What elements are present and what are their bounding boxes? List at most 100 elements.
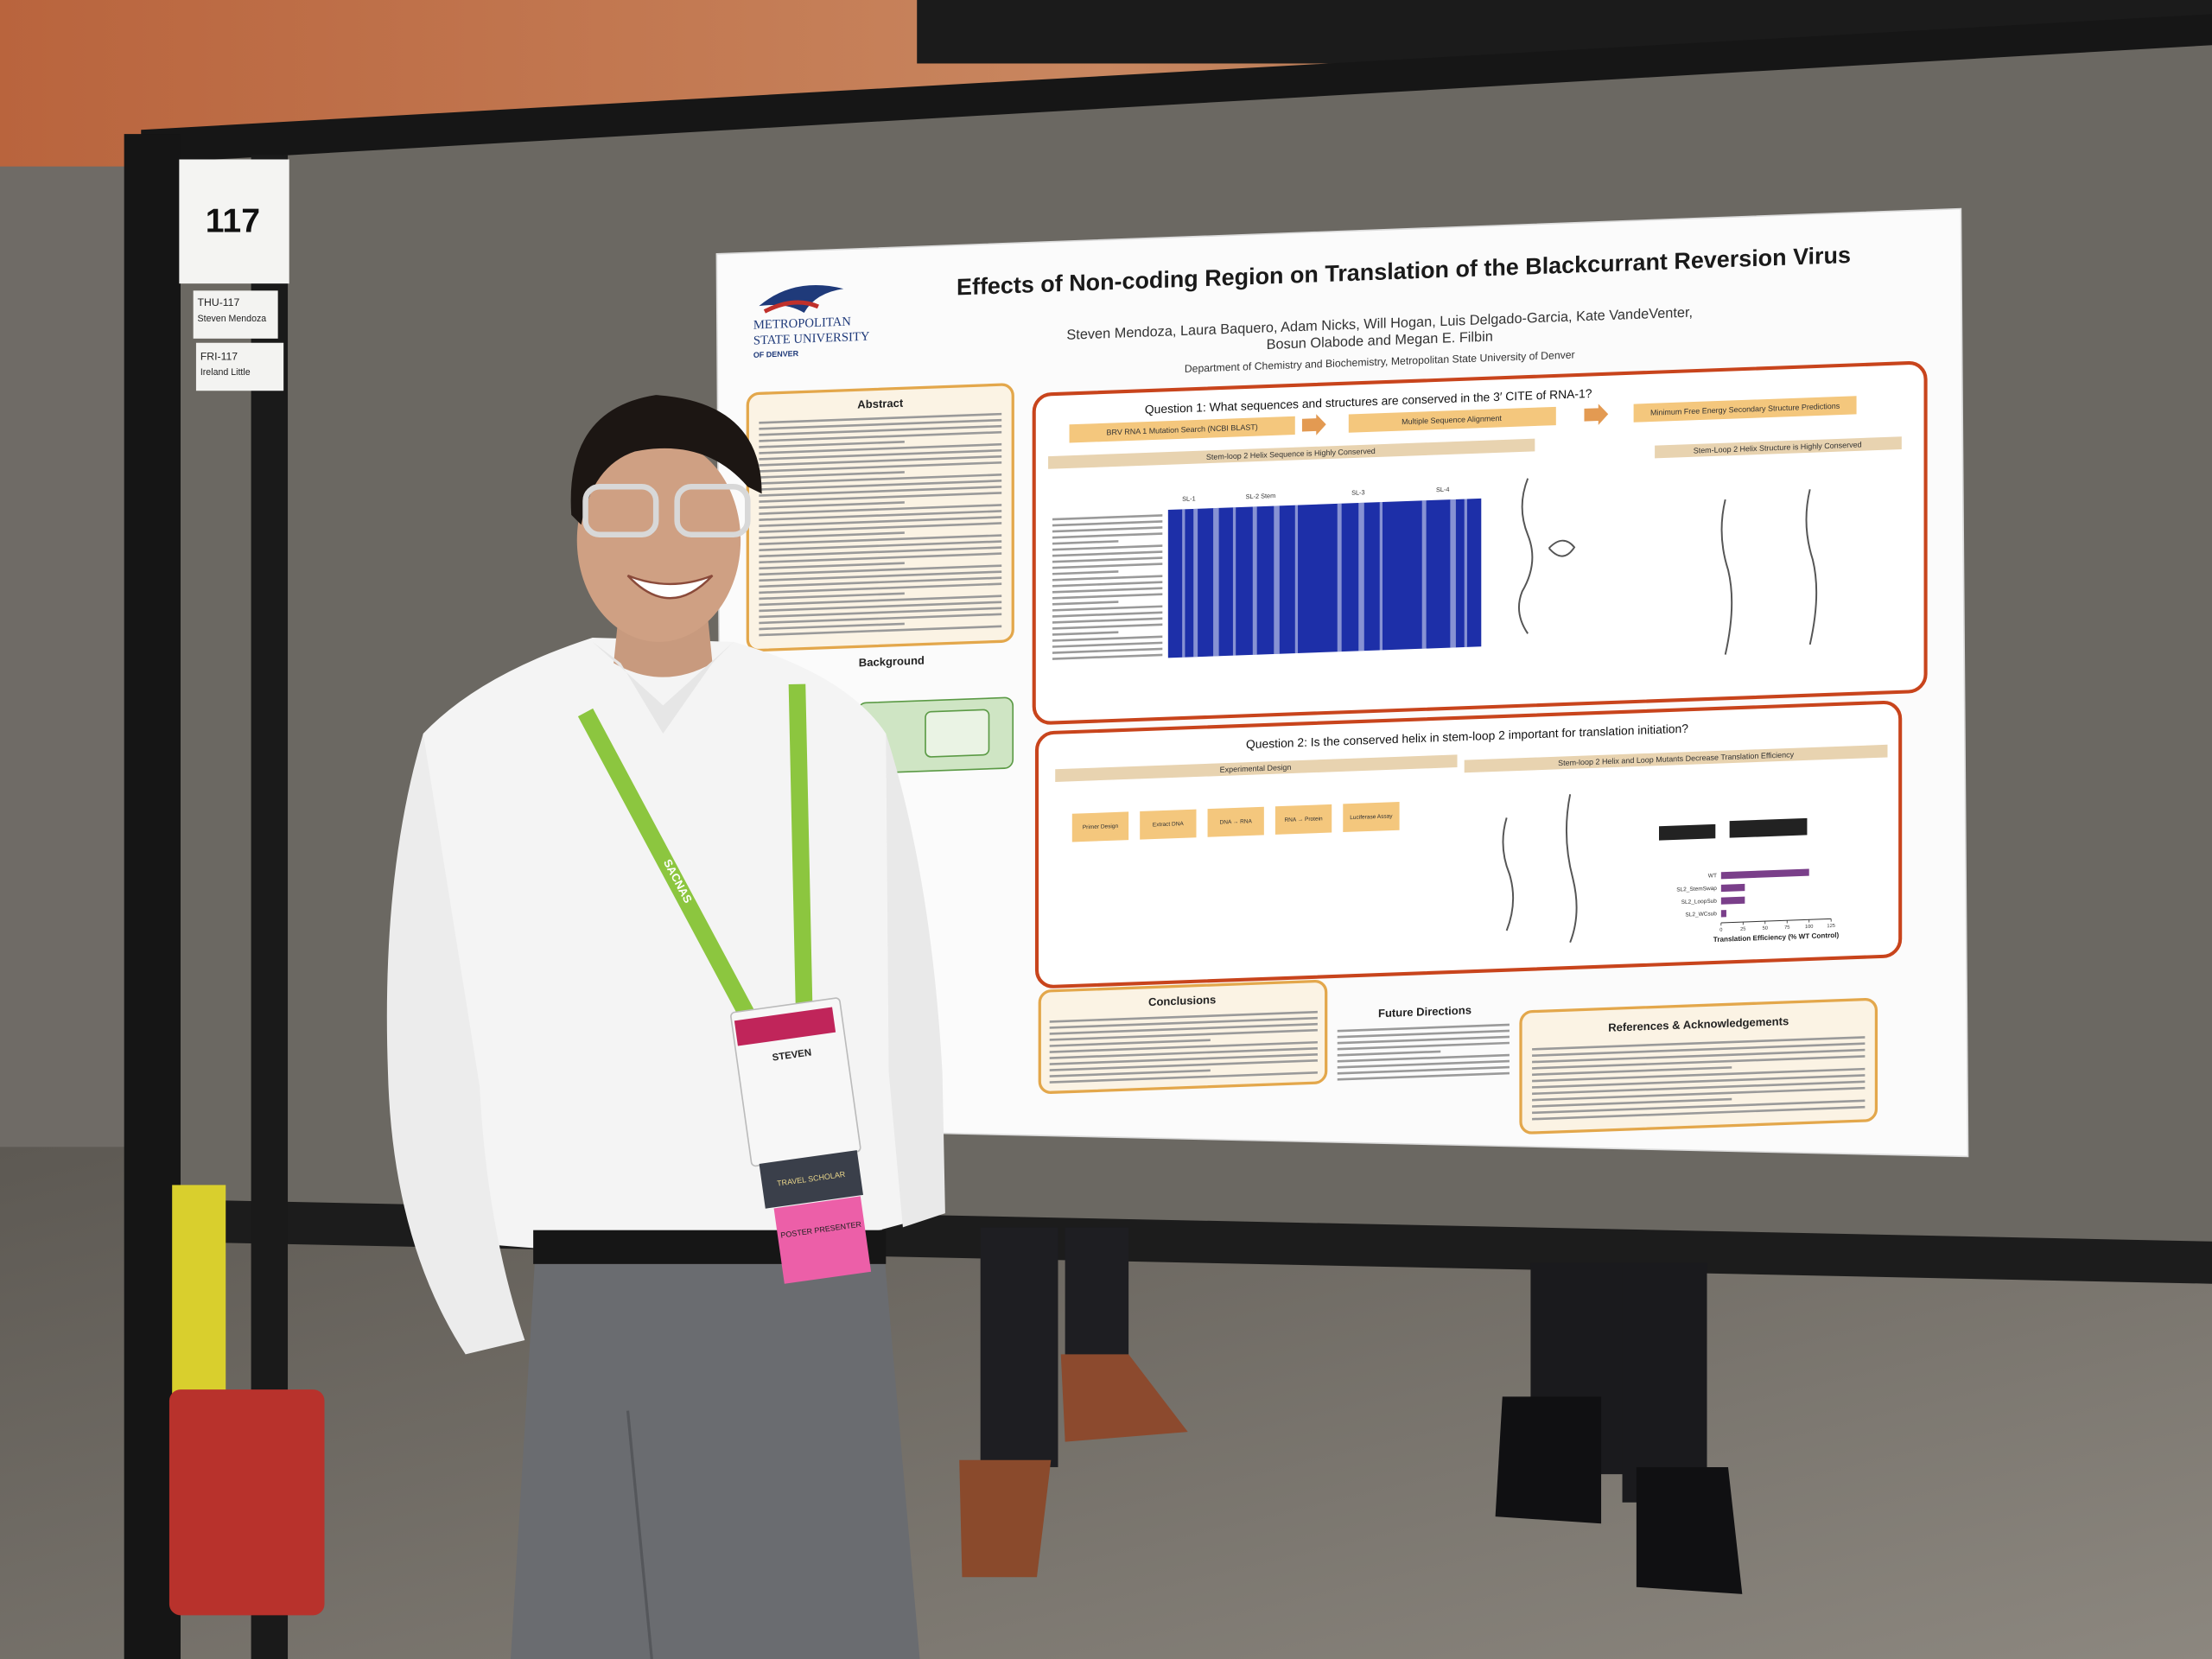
step-label: RNA → Protein [1284,816,1323,823]
rna-structure [1720,489,1818,655]
gel-image [1729,817,1808,838]
tote-bag [168,1389,325,1616]
y-tick-label: SL2_LoopSub [1681,899,1718,906]
text-line [1337,1035,1510,1045]
text-line [1052,653,1163,660]
text-line [1052,556,1163,563]
heatmap-column [1337,503,1342,652]
text-line [759,522,1002,533]
text-line [1337,1053,1510,1063]
background-person [959,1227,1743,1594]
text-line [1049,1046,1318,1059]
text-line [759,461,1002,473]
text-line [1532,1099,1866,1115]
text-line [1052,563,1163,569]
text-line [1532,1105,1866,1121]
text-line [759,625,1002,637]
step-label: Primer Design [1083,823,1119,831]
trousers [511,1224,920,1659]
text-line [759,448,1002,461]
text-line [759,562,905,570]
text-line [759,531,905,540]
step-label: Extract DNA [1153,821,1184,828]
text-line [759,501,905,509]
text-line [1532,1080,1866,1096]
text-line [1532,1055,1866,1070]
text-line [759,504,1002,515]
references-box [1519,997,1878,1135]
board-rail [141,14,2212,164]
text-line [759,442,1002,454]
x-tick-label: 100 [1805,925,1814,930]
text-line [759,474,1002,485]
ribbon [759,1150,863,1209]
step-label: DNA → RNA [1220,818,1253,825]
step-box [1348,406,1556,433]
text-line [1337,1023,1510,1033]
text-line [759,607,1002,619]
text-line [759,622,905,631]
gel-image [1658,823,1716,841]
text-line [759,534,1002,546]
hair [570,395,762,525]
text-line [759,471,905,479]
text-line [1052,575,1163,582]
sequence-names [1052,514,1163,660]
heatmap-column [1358,502,1364,652]
text-line [1052,526,1163,533]
text-line [1052,581,1163,588]
text-line [1052,631,1119,636]
text-line [1532,1097,1732,1108]
text-line [1052,635,1163,642]
text-line [759,418,1002,430]
heatmap-column [1252,506,1257,655]
glasses [674,484,751,538]
rna-structure [1502,794,1578,943]
text-line [759,576,1002,588]
text-line [1052,647,1163,654]
heatmap-column [1232,507,1236,656]
text-line [759,552,1002,564]
ribbon [773,1196,872,1284]
text-line [1052,587,1163,594]
heatmap-column [1421,500,1427,649]
logo-text: OF DENVER [753,349,799,359]
presenter-card [193,290,278,339]
panel-title: Experimental Design [1220,763,1292,774]
x-tick-label: 125 [1827,924,1835,929]
region-label: SL-3 [1351,488,1364,497]
text-line [1052,570,1119,575]
text-line [1052,605,1163,612]
text-line [1049,1040,1318,1053]
step-box [1343,802,1400,833]
text-line [1532,1048,1866,1064]
rna-structure [1517,478,1576,634]
section-heading: Abstract [857,397,904,411]
presenter-name: Ireland Little [200,367,251,378]
text-line [1337,1050,1441,1057]
collar [592,641,734,734]
text-line [1532,1066,1732,1077]
lanyard [577,708,755,1020]
region-label: SL-1 [1182,494,1195,503]
smile [626,574,714,600]
section-heading: Background [859,654,925,670]
text-line [1049,1010,1318,1023]
trouser-crease [626,1410,653,1659]
text-line [759,582,1002,594]
shirt-sleeve [886,733,945,1228]
text-line [1052,601,1119,606]
text-line [759,454,1002,467]
text-line [1049,1071,1318,1084]
text-line [759,510,1002,521]
logo-text: STATE UNIVERSITY [753,330,870,348]
axis-line [1720,918,1832,924]
text-line [1532,1074,1866,1089]
text-line [759,540,1002,552]
heatmap-column [1379,501,1382,651]
presenter-card [195,342,284,391]
text-line [1337,1065,1510,1075]
step-label: Multiple Sequence Alignment [1402,414,1502,426]
